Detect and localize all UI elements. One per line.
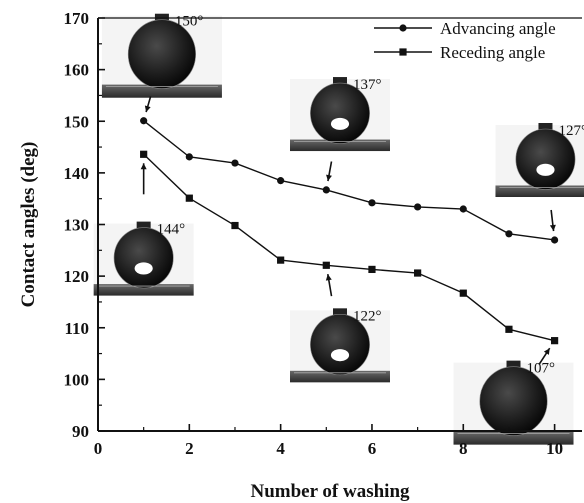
needle [506, 360, 521, 368]
x-tick-label: 8 [459, 439, 468, 458]
receding-angle-point [277, 256, 285, 264]
receding-angle-point [459, 289, 467, 297]
legend-label: Receding angle [440, 43, 545, 62]
droplet-image: 122° [290, 308, 390, 383]
droplet-body [113, 227, 174, 289]
legend-marker [399, 24, 407, 32]
droplet-body [310, 314, 370, 376]
droplet-angle-label: 107° [527, 361, 556, 377]
droplet-image: 107° [453, 360, 574, 445]
axes-layer: 90 100 110 120 130 140 150 160 170 0 2 4 6 8 10 [64, 9, 582, 458]
series-line-advancing [143, 120, 555, 241]
advancing-angle-point [140, 117, 148, 125]
legend-entry: Advancing angle [374, 19, 556, 38]
x-tick-label: 0 [94, 439, 103, 458]
series-markers-layer [140, 117, 559, 345]
axis-titles-layer: Number of washing Contact angles (deg) [18, 142, 410, 502]
needle [136, 221, 151, 229]
receding-angle-point [368, 265, 376, 274]
droplet-images-layer: 150° 137° 127° 144° 122° 107° [93, 13, 584, 445]
receding-angle-point [551, 337, 559, 345]
substrate [93, 284, 194, 296]
droplet-image: 144° [93, 221, 194, 296]
annotation-arrowhead [144, 105, 151, 113]
y-tick-label: 170 [64, 9, 90, 28]
y-tick-label: 150 [64, 112, 90, 131]
x-tick-label: 4 [276, 439, 285, 458]
annotation-arrowhead [140, 163, 147, 170]
receding-angle-point [140, 150, 148, 158]
advancing-angle-point [185, 153, 193, 161]
annotation-arrowhead [549, 224, 556, 232]
x-tick-label: 10 [546, 439, 563, 458]
droplet-highlight [536, 163, 555, 176]
droplet-body [515, 128, 576, 190]
substrate [290, 370, 390, 383]
series-line-receding [143, 153, 555, 342]
x-axis-title: Number of washing [250, 481, 410, 502]
x-tick-label: 2 [185, 439, 194, 458]
receding-angle-point [322, 261, 330, 269]
substrate [453, 431, 574, 445]
droplet-highlight [330, 349, 350, 362]
droplet-image: 150° [101, 13, 222, 98]
needle [333, 308, 347, 316]
advancing-angle-point [551, 236, 559, 244]
droplet-angle-label: 137° [353, 77, 382, 93]
annotation-arrowhead [326, 174, 332, 182]
receding-angle-point [185, 194, 193, 202]
needle [538, 123, 553, 131]
droplet-highlight [134, 262, 153, 275]
receding-angle-point [414, 269, 422, 277]
y-tick-label: 110 [64, 319, 89, 338]
legend-marker [399, 48, 407, 56]
y-tick-label: 100 [64, 370, 90, 389]
needle [154, 13, 169, 21]
substrate [290, 139, 390, 152]
advancing-angle-point [231, 159, 239, 167]
substrate [101, 84, 222, 98]
annotation-arrowhead [543, 348, 550, 355]
receding-angle-point [231, 221, 239, 230]
y-tick-label: 120 [64, 267, 90, 286]
annotation-arrowhead [325, 274, 332, 281]
series-lines-layer [143, 120, 555, 342]
advancing-angle-point [368, 199, 376, 207]
y-tick-label: 140 [64, 164, 90, 183]
advancing-angle-point [277, 177, 285, 185]
substrate [495, 185, 584, 198]
droplet-angle-label: 144° [157, 222, 186, 238]
droplet-angle-label: 127° [558, 123, 584, 139]
y-tick-label: 90 [72, 422, 89, 441]
y-tick-label: 160 [64, 61, 90, 80]
droplet-image: 137° [290, 77, 390, 152]
annotation-arrows-layer [140, 96, 556, 366]
legend-entry: Receding angle [374, 43, 545, 62]
y-axis-title: Contact angles (deg) [18, 142, 39, 308]
advancing-angle-point [459, 205, 467, 213]
legend-label: Advancing angle [440, 19, 556, 38]
advancing-angle-point [414, 203, 422, 211]
y-tick-label: 130 [64, 216, 90, 235]
advancing-angle-point [322, 186, 330, 194]
droplet-highlight [330, 117, 350, 130]
droplet-body [310, 82, 370, 144]
x-tick-label: 6 [368, 439, 377, 458]
receding-angle-point [505, 325, 513, 333]
droplet-angle-label: 150° [175, 14, 204, 30]
legend: Advancing angle Receding angle [374, 19, 556, 62]
needle [333, 77, 347, 85]
droplet-body [479, 366, 548, 436]
droplet-image: 127° [495, 123, 584, 198]
droplet-angle-label: 122° [353, 308, 382, 324]
advancing-angle-point [505, 230, 513, 238]
droplet-body [127, 19, 196, 89]
